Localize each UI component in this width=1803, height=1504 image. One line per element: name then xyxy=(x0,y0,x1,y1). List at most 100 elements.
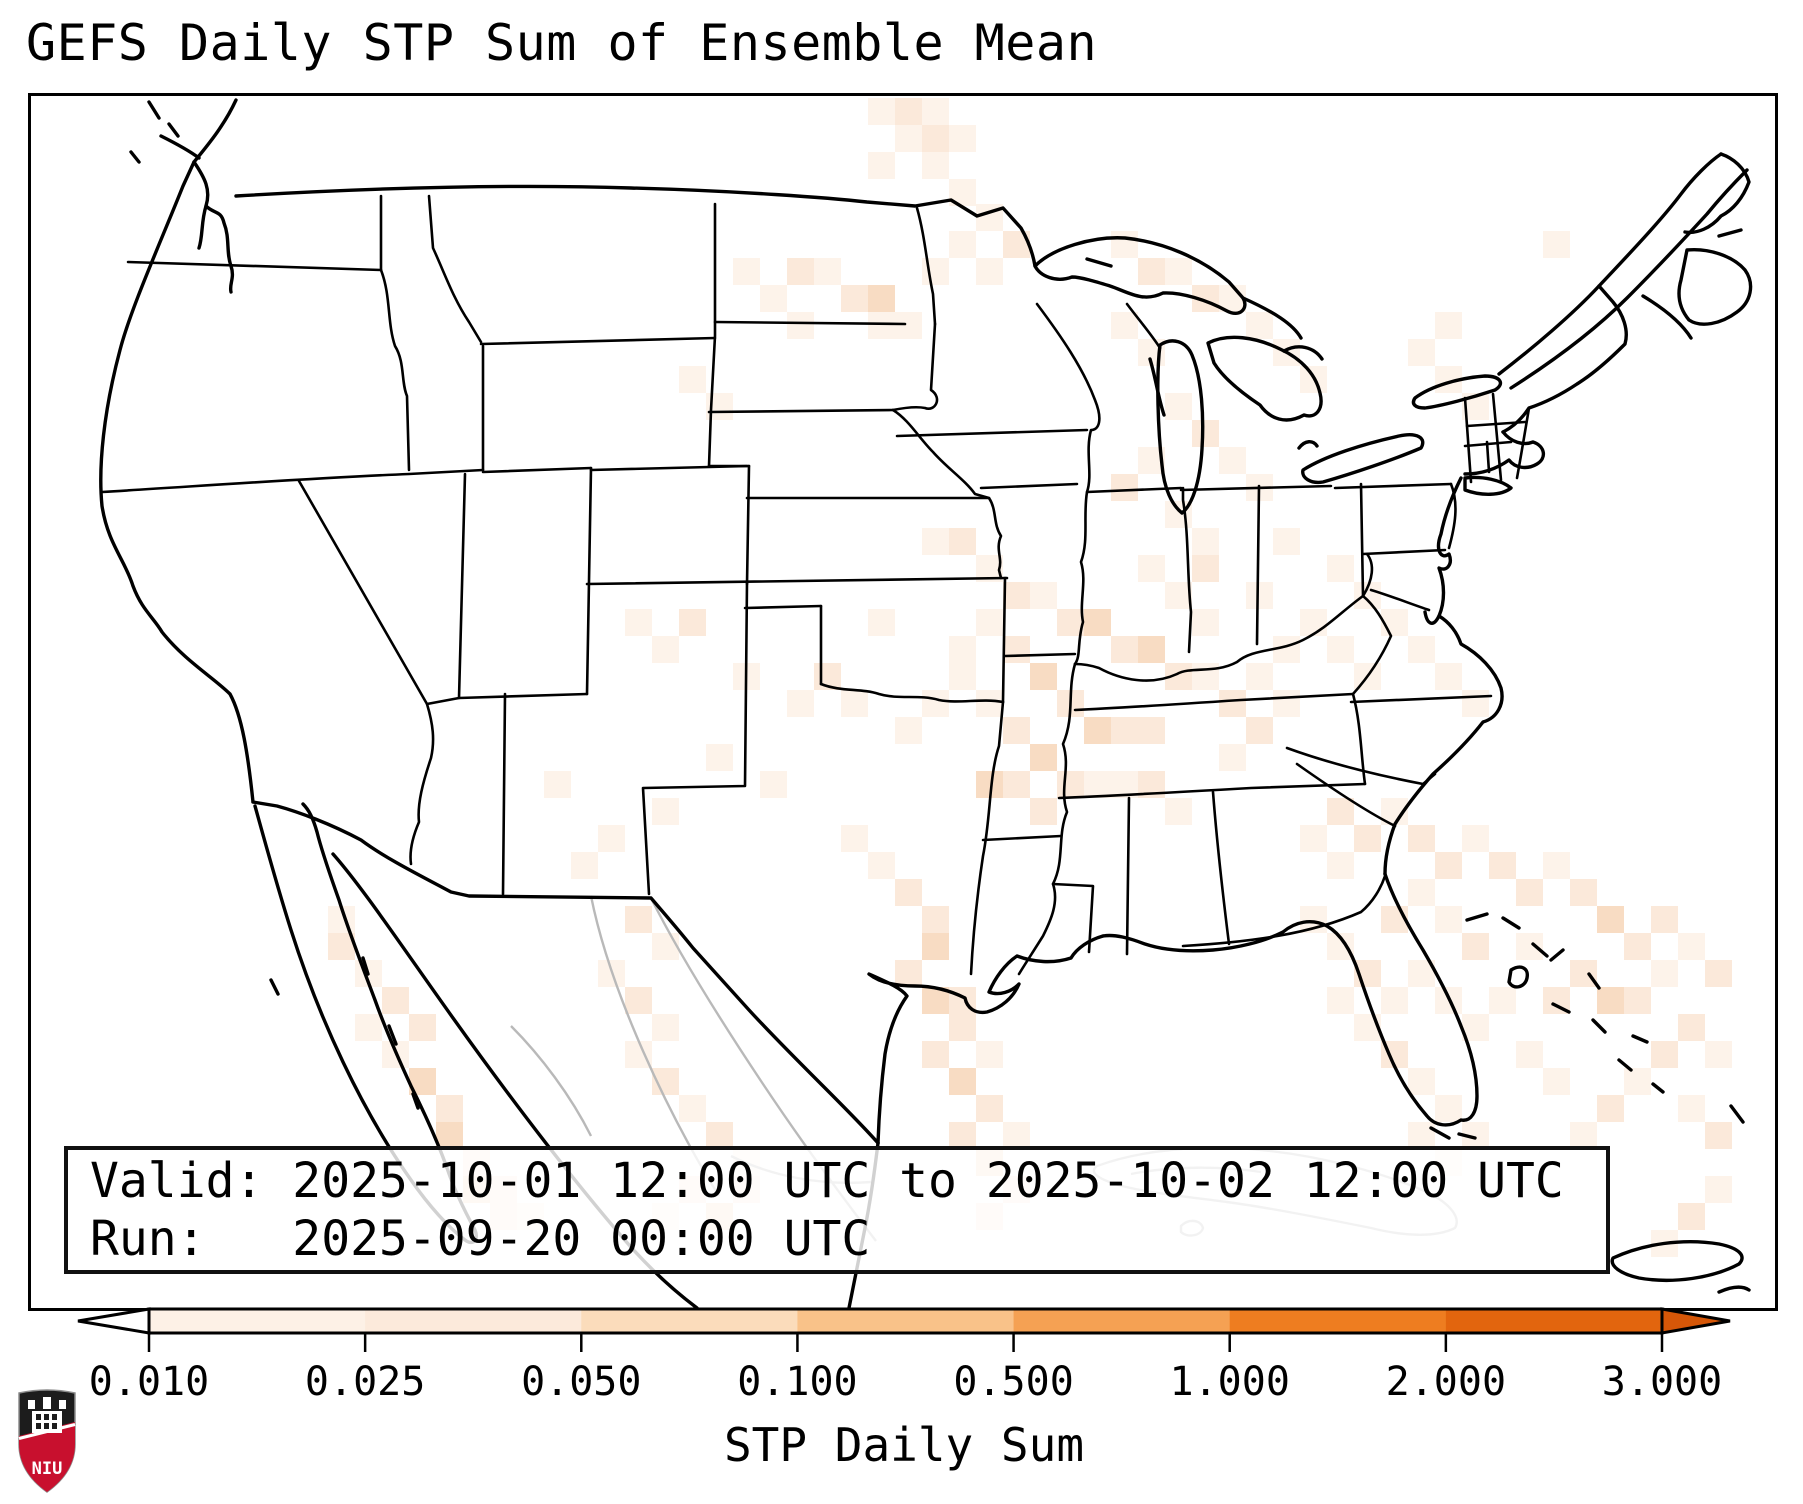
stp-cell xyxy=(1408,1068,1435,1095)
stp-cell xyxy=(1624,933,1651,960)
run-time-text: Run: 2025-09-20 00:00 UTC xyxy=(90,1211,871,1267)
stp-cell xyxy=(1705,1176,1732,1203)
stp-cell xyxy=(1165,258,1192,285)
stp-cell xyxy=(814,258,841,285)
stp-cell xyxy=(1489,987,1516,1014)
stp-cell xyxy=(1570,960,1597,987)
stp-cell xyxy=(922,152,949,179)
stp-cell xyxy=(1273,636,1300,663)
stp-cell xyxy=(679,366,706,393)
stp-cell xyxy=(1327,798,1354,825)
stp-cell xyxy=(1003,771,1030,798)
stp-cell xyxy=(1003,717,1030,744)
stp-cell xyxy=(922,258,949,285)
stp-cell xyxy=(1570,1122,1597,1149)
colorbar-segment xyxy=(797,1309,1015,1333)
stp-cell xyxy=(1165,582,1192,609)
stp-cell xyxy=(976,1041,1003,1068)
stp-cell xyxy=(1543,231,1570,258)
stp-cell xyxy=(1084,717,1111,744)
stp-cell xyxy=(895,98,922,125)
stp-cell xyxy=(949,125,976,152)
stp-cell xyxy=(1246,717,1273,744)
stp-cell xyxy=(1516,1041,1543,1068)
stp-cell xyxy=(1003,1122,1030,1149)
stp-cell xyxy=(1651,906,1678,933)
colorbar: 0.010 0.025 0.050 0.100 0.500 1.000 2.000 3.000… xyxy=(0,1295,1803,1500)
stp-cell xyxy=(1597,906,1624,933)
stp-shading-cells xyxy=(328,98,1732,1257)
stp-cell xyxy=(949,1068,976,1095)
stp-cell xyxy=(1705,1041,1732,1068)
stp-cell xyxy=(652,933,679,960)
conus-map xyxy=(28,93,1778,1311)
stp-cell xyxy=(895,717,922,744)
stp-cell xyxy=(652,636,679,663)
stp-cell xyxy=(1138,636,1165,663)
stp-cell xyxy=(1624,1068,1651,1095)
stp-cell xyxy=(841,825,868,852)
stp-cell xyxy=(1273,528,1300,555)
stp-cell xyxy=(409,1014,436,1041)
colorbar-segment xyxy=(365,1309,582,1333)
stp-cell xyxy=(1570,879,1597,906)
stp-cell xyxy=(1408,825,1435,852)
colorbar-outline xyxy=(147,1307,1664,1335)
stp-cell xyxy=(706,744,733,771)
stp-cell xyxy=(1435,852,1462,879)
colorbar-segment xyxy=(149,1309,366,1333)
colorbar-tick-label: 0.010 xyxy=(89,1359,209,1405)
colorbar-label: STP Daily Sum xyxy=(724,1418,1084,1472)
stp-cell xyxy=(868,609,895,636)
stp-cell xyxy=(625,987,652,1014)
stp-cell xyxy=(1327,636,1354,663)
stp-cell xyxy=(1192,609,1219,636)
stp-cell xyxy=(922,906,949,933)
stp-cell xyxy=(1165,393,1192,420)
stp-cell xyxy=(1219,447,1246,474)
stp-cell xyxy=(976,690,1003,717)
stp-cell xyxy=(1381,987,1408,1014)
stp-cell xyxy=(1543,852,1570,879)
stp-cell xyxy=(598,825,625,852)
stp-cell xyxy=(1138,555,1165,582)
stp-cell xyxy=(1084,609,1111,636)
stp-cell xyxy=(895,125,922,152)
stp-cell xyxy=(1057,771,1084,798)
stp-cell xyxy=(868,285,895,312)
page-title: GEFS Daily STP Sum of Ensemble Mean xyxy=(26,14,1098,72)
stp-cell xyxy=(625,906,652,933)
colorbar-tick-label: 3.000 xyxy=(1602,1359,1722,1405)
stp-cell xyxy=(760,771,787,798)
colorbar-over-arrow xyxy=(1662,1309,1730,1333)
stp-cell xyxy=(1462,933,1489,960)
stp-cell xyxy=(1408,1122,1435,1149)
stp-cell xyxy=(1111,312,1138,339)
stp-cell xyxy=(1678,1095,1705,1122)
stp-cell xyxy=(733,258,760,285)
stp-cell xyxy=(571,852,598,879)
stp-cell xyxy=(949,1122,976,1149)
colorbar-segment xyxy=(1445,1309,1663,1333)
stp-cell xyxy=(1111,231,1138,258)
stp-cell xyxy=(1246,312,1273,339)
stp-cell xyxy=(841,690,868,717)
valid-time-text: Valid: 2025-10-01 12:00 UTC to 2025-10-0… xyxy=(90,1153,1564,1209)
stp-cell xyxy=(949,663,976,690)
niu-logo: NIU xyxy=(16,1386,78,1496)
stp-cell xyxy=(787,312,814,339)
stp-cell xyxy=(949,528,976,555)
stp-cell xyxy=(976,609,1003,636)
stp-cell xyxy=(1408,339,1435,366)
stp-cell xyxy=(1354,825,1381,852)
colorbar-tick-label: 1.000 xyxy=(1170,1359,1290,1405)
state-boundaries xyxy=(102,196,1529,974)
stp-cell xyxy=(868,98,895,125)
stp-cell xyxy=(1408,879,1435,906)
stp-cell xyxy=(1192,555,1219,582)
stp-cell xyxy=(1111,717,1138,744)
stp-cell xyxy=(1111,474,1138,501)
colorbar-under-arrow xyxy=(78,1309,149,1333)
stp-cell xyxy=(1138,717,1165,744)
